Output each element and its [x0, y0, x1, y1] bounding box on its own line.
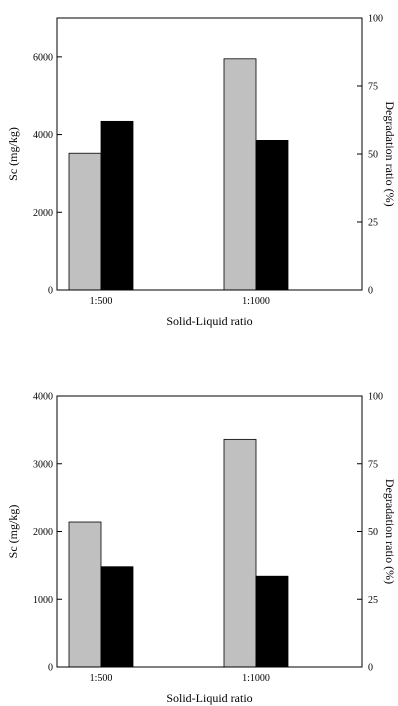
y2-tick-label: 100	[368, 14, 383, 25]
y2-tick-label: 25	[368, 218, 378, 229]
bar-degradation-1-500	[100, 120, 134, 291]
y2-tick-label: 50	[368, 527, 378, 538]
x-tick-label: 1:1000	[242, 673, 270, 684]
x-tick-label: 1:1000	[242, 296, 270, 307]
bar-sc-1-500	[68, 152, 102, 291]
y-tick-label: 3000	[33, 459, 53, 470]
y2-tick-label: 50	[368, 150, 378, 161]
y2-tick-label: 25	[368, 595, 378, 606]
y-tick-label: 4000	[33, 130, 53, 141]
y2-tick-label: 0	[368, 663, 373, 674]
bar-degradation-1-1000	[255, 575, 289, 668]
y2-axis-title: Degradation ratio (%)	[383, 479, 397, 584]
bar-degradation-1-500	[100, 566, 134, 668]
y-tick-label: 6000	[33, 52, 53, 63]
bar-sc-1-500	[68, 521, 102, 668]
y-tick-label: 0	[48, 286, 53, 297]
y2-tick-label: 0	[368, 286, 373, 297]
y-axis-title: Sc (mg/kg)	[6, 127, 20, 181]
y2-tick-label: 75	[368, 82, 378, 93]
x-tick-label: 1:500	[90, 673, 113, 684]
y2-tick-label: 100	[368, 392, 383, 403]
y-axis-title: Sc (mg/kg)	[6, 505, 20, 559]
y-tick-label: 2000	[33, 208, 53, 219]
y2-axis-title: Degradation ratio (%)	[383, 101, 397, 206]
y-tick-label: 2000	[33, 527, 53, 538]
chart-panel-1: 0 2000 4000 6000 0 25 50 75 100 1:500 1:1000 Solid-…	[6, 14, 397, 329]
y-tick-label: 0	[48, 663, 53, 674]
bar-degradation-1-1000	[255, 139, 289, 291]
x-axis-title: Solid-Liquid ratio	[166, 691, 252, 705]
x-axis-title: Solid-Liquid ratio	[166, 314, 252, 328]
chart-panel-2: 0 1000 2000 3000 4000 0 25 50 75 100 1:500 1:1000 So…	[6, 392, 397, 706]
x-tick-label: 1:500	[90, 296, 113, 307]
y-tick-label: 1000	[33, 595, 53, 606]
bar-sc-1-1000	[223, 438, 257, 668]
y-tick-label: 4000	[33, 392, 53, 403]
y2-tick-label: 75	[368, 459, 378, 470]
bar-sc-1-1000	[223, 58, 257, 291]
